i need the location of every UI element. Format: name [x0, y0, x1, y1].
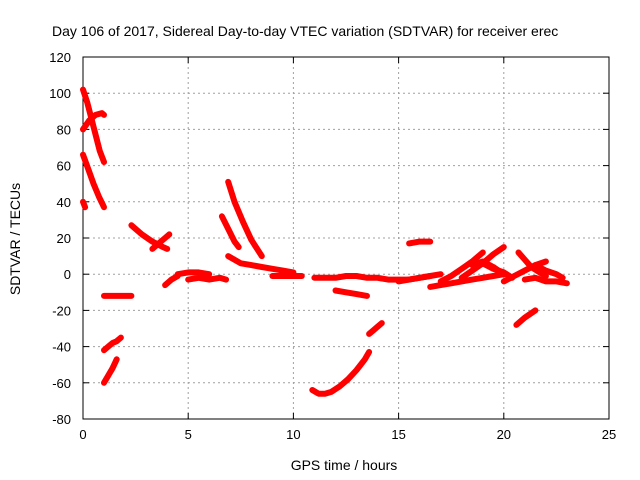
y-tick-label: 100 — [49, 86, 71, 101]
y-tick-label: -40 — [52, 340, 71, 355]
series-arc-2 — [80, 110, 107, 133]
y-tick-label: -60 — [52, 376, 71, 391]
series-arc-10 — [162, 273, 181, 289]
axis-ticks: 0 5 10 15 20 25 -80 -60 -40 -20 0 20 40 60 80 100 120 — [49, 50, 616, 442]
chart-title: Day 106 of 2017, Sidereal Day-to-day VTE… — [52, 23, 558, 39]
series-arc-18 — [366, 320, 385, 337]
x-tick-label: 10 — [286, 427, 300, 442]
y-tick-label: 20 — [57, 231, 71, 246]
series-arc-4 — [80, 198, 89, 211]
data-series — [80, 86, 570, 397]
y-tick-label: 60 — [57, 159, 71, 174]
series-arc-3 — [80, 151, 107, 211]
series-arc-15 — [225, 253, 297, 276]
grid — [83, 57, 609, 419]
series-arc-20 — [332, 287, 370, 299]
x-tick-label: 25 — [602, 427, 616, 442]
y-tick-label: 80 — [57, 122, 71, 137]
x-tick-label: 0 — [79, 427, 86, 442]
x-axis-label: GPS time / hours — [291, 457, 398, 473]
series-arc-12 — [185, 274, 230, 283]
series-arc-9 — [149, 231, 173, 252]
series-arc-21 — [406, 238, 434, 247]
y-tick-label: -80 — [52, 412, 71, 427]
series-arc-8 — [128, 222, 171, 252]
series-arc-27 — [479, 260, 516, 281]
y-tick-label: 0 — [64, 267, 71, 282]
series-arc-30 — [521, 274, 570, 287]
y-tick-label: 40 — [57, 195, 71, 210]
series-arc-14 — [218, 213, 242, 251]
x-tick-label: 5 — [185, 427, 192, 442]
series-arc-13 — [225, 178, 265, 260]
series-arc-6 — [101, 334, 124, 354]
y-tick-label: -20 — [52, 303, 71, 318]
series-arc-31 — [532, 262, 566, 281]
x-tick-label: 15 — [391, 427, 405, 442]
series-arc-17 — [309, 349, 373, 397]
x-tick-label: 20 — [497, 427, 511, 442]
series-arc-24 — [437, 249, 486, 285]
series-arc-22 — [395, 273, 434, 285]
y-tick-label: 120 — [49, 50, 71, 65]
series-arc-32 — [513, 307, 539, 328]
y-axis-label: SDTVAR / TECUs — [7, 183, 23, 295]
series-arc-29 — [515, 249, 549, 279]
series-arc-1 — [80, 86, 107, 165]
series-arc-23 — [427, 271, 507, 290]
series-arc-11 — [174, 269, 213, 278]
series-arc-7 — [101, 356, 120, 386]
